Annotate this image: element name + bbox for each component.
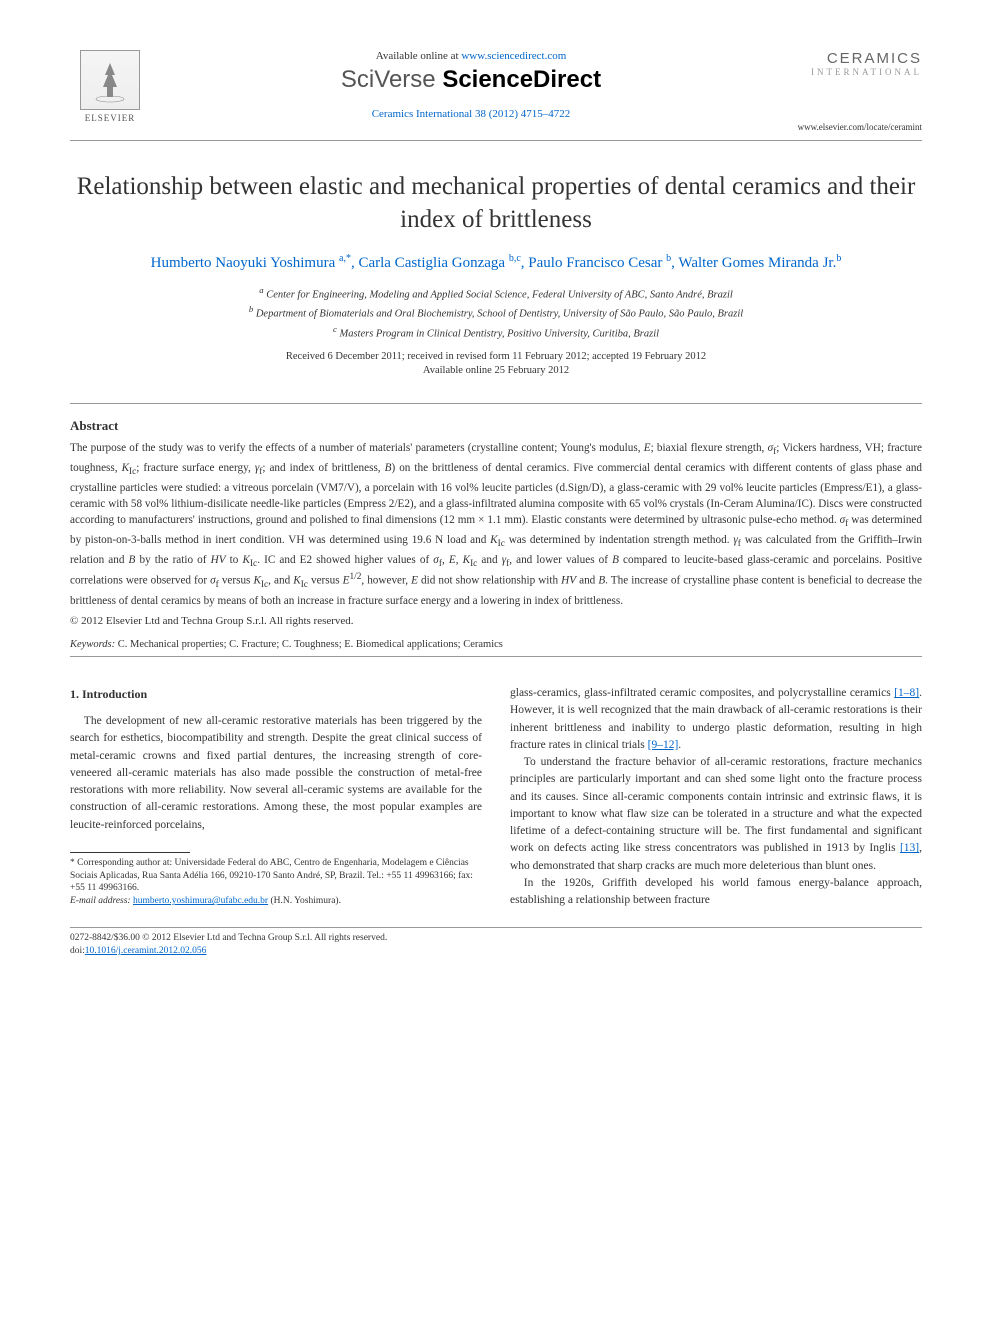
page-footer: 0272-8842/$36.00 © 2012 Elsevier Ltd and… xyxy=(70,927,922,958)
journal-logo-block: CERAMICS INTERNATIONAL www.elsevier.com/… xyxy=(792,50,922,132)
sciencedirect-brand: SciVerse ScienceDirect xyxy=(170,66,772,94)
journal-reference[interactable]: Ceramics International 38 (2012) 4715–47… xyxy=(170,108,772,120)
dates-line2: Available online 25 February 2012 xyxy=(70,364,922,379)
affiliation-b: b Department of Biomaterials and Oral Bi… xyxy=(70,303,922,322)
email-footnote: E-mail address: humberto.yoshimura@ufabc… xyxy=(70,895,482,908)
sciencedirect-link[interactable]: www.sciencedirect.com xyxy=(461,50,566,62)
intro-heading: 1. Introduction xyxy=(70,685,482,703)
keywords-line: Keywords: C. Mechanical properties; C. F… xyxy=(70,639,922,650)
keywords-label: Keywords: xyxy=(70,639,115,650)
affiliation-c-text: Masters Program in Clinical Dentistry, P… xyxy=(339,328,659,339)
journal-logo-title: CERAMICS xyxy=(792,50,922,67)
journal-ref-text: Ceramics International 38 (2012) 4715–47… xyxy=(372,108,571,120)
intro-paragraph-1: The development of new all-ceramic resto… xyxy=(70,713,482,834)
journal-url: www.elsevier.com/locate/ceramint xyxy=(792,122,922,132)
dates-line1: Received 6 December 2011; received in re… xyxy=(70,350,922,365)
footer-copyright: 0272-8842/$36.00 © 2012 Elsevier Ltd and… xyxy=(70,932,922,945)
abstract-heading: Abstract xyxy=(70,418,922,434)
header-divider xyxy=(70,140,922,141)
ref-link-13[interactable]: [13] xyxy=(900,842,919,854)
available-online: Available online at www.sciencedirect.co… xyxy=(170,50,772,62)
corresponding-text: * Corresponding author at: Universidade … xyxy=(70,858,473,894)
ref-link-1-8[interactable]: [1–8] xyxy=(894,687,919,699)
header-center: Available online at www.sciencedirect.co… xyxy=(150,50,792,120)
elsevier-logo: ELSEVIER xyxy=(70,50,150,123)
authors-list: Humberto Naoyuki Yoshimura a,*, Carla Ca… xyxy=(70,252,922,274)
email-label: E-mail address: xyxy=(70,896,133,906)
affiliation-a: a Center for Engineering, Modeling and A… xyxy=(70,284,922,303)
article-title: Relationship between elastic and mechani… xyxy=(70,171,922,236)
abstract-top-divider xyxy=(70,403,922,404)
keywords-bottom-divider xyxy=(70,656,922,657)
sciverse-text: SciVerse xyxy=(341,66,442,93)
rp2-pre: To understand the fracture behavior of a… xyxy=(510,756,922,854)
right-paragraph-1: glass-ceramics, glass-infiltrated cerami… xyxy=(510,685,922,754)
email-suffix: (H.N. Yoshimura). xyxy=(268,896,341,906)
doi-link[interactable]: 10.1016/j.ceramint.2012.02.056 xyxy=(85,946,207,956)
affiliations: a Center for Engineering, Modeling and A… xyxy=(70,284,922,342)
journal-logo-sub: INTERNATIONAL xyxy=(792,67,922,77)
article-dates: Received 6 December 2011; received in re… xyxy=(70,350,922,379)
left-column: 1. Introduction The development of new a… xyxy=(70,685,482,909)
keywords-text: C. Mechanical properties; C. Fracture; C… xyxy=(115,639,503,650)
footnote-divider xyxy=(70,852,190,853)
sciencedirect-text: ScienceDirect xyxy=(442,66,601,93)
page-container: ELSEVIER Available online at www.science… xyxy=(0,0,992,998)
ref-link-9-12[interactable]: [9–12] xyxy=(648,739,679,751)
corresponding-footnote: * Corresponding author at: Universidade … xyxy=(70,857,482,895)
elsevier-tree-icon xyxy=(80,50,140,110)
abstract-copyright: © 2012 Elsevier Ltd and Techna Group S.r… xyxy=(70,615,922,627)
rp1-post: . xyxy=(678,739,681,751)
doi-prefix: doi: xyxy=(70,946,85,956)
elsevier-label: ELSEVIER xyxy=(85,113,136,123)
right-paragraph-3: In the 1920s, Griffith developed his wor… xyxy=(510,875,922,910)
right-column: glass-ceramics, glass-infiltrated cerami… xyxy=(510,685,922,909)
affiliation-c: c Masters Program in Clinical Dentistry,… xyxy=(70,323,922,342)
affiliation-a-text: Center for Engineering, Modeling and App… xyxy=(266,290,733,301)
header-row: ELSEVIER Available online at www.science… xyxy=(70,50,922,132)
affiliation-b-text: Department of Biomaterials and Oral Bioc… xyxy=(256,309,743,320)
rp1-pre: glass-ceramics, glass-infiltrated cerami… xyxy=(510,687,894,699)
email-link[interactable]: humberto.yoshimura@ufabc.edu.br xyxy=(133,896,268,906)
right-paragraph-2: To understand the fracture behavior of a… xyxy=(510,754,922,875)
body-columns: 1. Introduction The development of new a… xyxy=(70,685,922,909)
available-prefix: Available online at xyxy=(376,50,462,62)
tree-icon xyxy=(85,55,135,105)
abstract-text: The purpose of the study was to verify t… xyxy=(70,440,922,609)
footer-doi-line: doi:10.1016/j.ceramint.2012.02.056 xyxy=(70,945,922,958)
